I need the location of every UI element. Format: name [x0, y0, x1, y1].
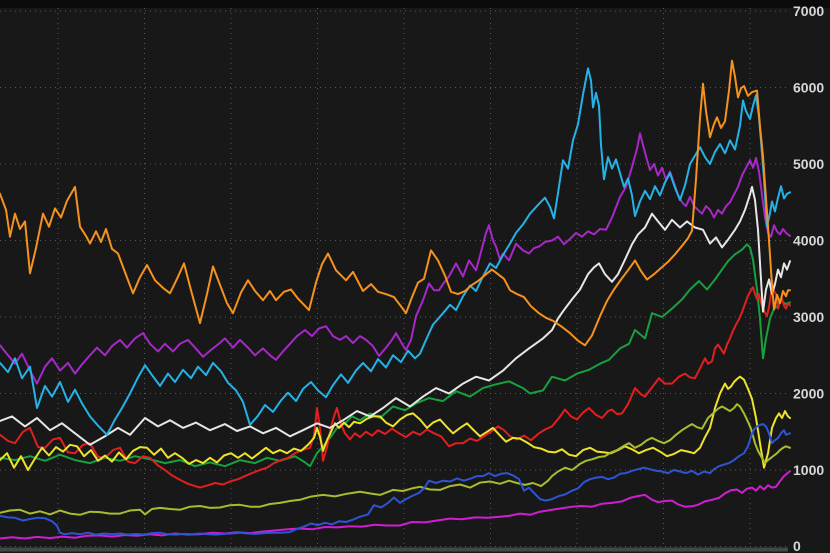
- chart-bottom-bar: [0, 547, 788, 552]
- series-line-green: [0, 243, 791, 468]
- series-line-orange: [0, 59, 791, 347]
- chart-top-strip: [0, 0, 830, 8]
- y-tick-label-7000: 7000: [793, 3, 824, 19]
- y-tick-label-3000: 3000: [793, 309, 824, 325]
- y-tick-label-5000: 5000: [793, 156, 824, 172]
- series-line-red: [0, 280, 791, 489]
- series-line-white: [0, 185, 791, 446]
- y-tick-label-2000: 2000: [793, 386, 824, 402]
- y-tick-label-4000: 4000: [793, 233, 824, 249]
- series-line-cyan: [0, 67, 791, 436]
- series-line-blue: [0, 423, 791, 536]
- series-line-yellow: [0, 375, 791, 471]
- y-tick-label-0: 0: [793, 538, 801, 553]
- series-line-purple: [0, 132, 791, 385]
- series-line-yellow-green: [0, 403, 791, 516]
- y-tick-label-1000: 1000: [793, 462, 824, 478]
- y-tick-label-6000: 6000: [793, 80, 824, 96]
